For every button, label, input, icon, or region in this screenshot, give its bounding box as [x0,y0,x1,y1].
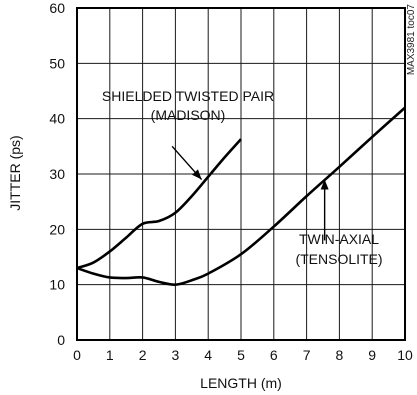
x-tick-label: 0 [73,347,81,363]
x-tick-label: 7 [303,347,311,363]
annotations: SHIELDED TWISTED PAIR (MADISON) TWIN-AXI… [102,88,383,267]
x-tick-label: 2 [139,347,147,363]
y-tick-label: 60 [49,0,65,16]
y-tick-label: 0 [57,332,65,348]
annotation-tensolite-line-1: TWIN-AXIAL [299,231,379,247]
y-tick-label: 30 [49,166,65,182]
series-line-twin-axial [76,106,406,286]
annotation-arrow-tensolite-head [320,179,329,190]
annotation-tensolite-line-2: (TENSOLITE) [295,251,382,267]
chart-id-label: MAX3981 toc07 [406,4,417,76]
annotation-madison-line-2: (MADISON) [151,107,226,123]
grid [76,7,406,341]
y-tick-label: 40 [49,111,65,127]
y-tick-label: 20 [49,221,65,237]
x-tick-label: 10 [397,347,413,363]
plot-frame [76,7,406,341]
x-tick-label: 8 [336,347,344,363]
x-tick-label: 3 [172,347,180,363]
x-tick-label: 4 [204,347,212,363]
annotation-madison-line-1: SHIELDED TWISTED PAIR [102,88,274,104]
series-line-shielded-twisted-pair [76,138,242,270]
x-tick-label: 6 [270,347,278,363]
y-tick-label: 10 [49,277,65,293]
x-tick-label: 5 [237,347,245,363]
y-axis-title: JITTER (ps) [7,135,23,210]
series-lines [76,106,406,286]
annotation-arrow-madison-head [192,169,202,180]
x-tick-label: 9 [368,347,376,363]
tick-labels: 0 1 2 3 4 5 6 7 8 9 10 0 10 20 30 40 50 60 [49,0,413,363]
x-axis-title: LENGTH (m) [200,375,282,391]
x-tick-label: 1 [106,347,114,363]
y-tick-label: 50 [49,55,65,71]
